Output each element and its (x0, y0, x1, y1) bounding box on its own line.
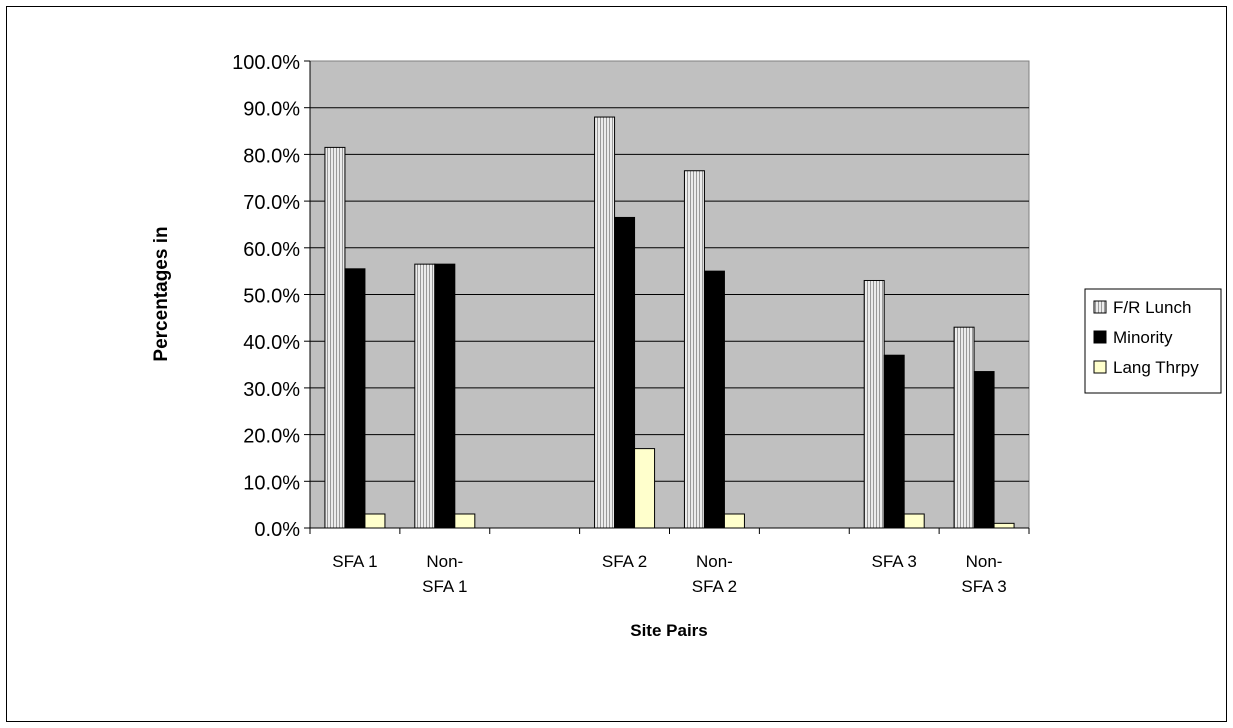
bar-minority (435, 264, 455, 528)
bar-f-r-lunch (954, 327, 974, 528)
x-tick-label: SFA 1 (422, 577, 467, 596)
x-axis-title: Site Pairs (630, 621, 708, 640)
bar-f-r-lunch (684, 171, 704, 528)
x-tick-label: SFA 3 (961, 577, 1006, 596)
y-tick-label: 10.0% (243, 472, 300, 494)
bar-f-r-lunch (864, 280, 884, 528)
bar-lang-thrpy (455, 514, 475, 528)
y-tick-label: 60.0% (243, 239, 300, 261)
legend-label: Minority (1113, 328, 1173, 347)
x-tick-label: SFA 1 (332, 552, 377, 571)
bar-lang-thrpy (365, 514, 385, 528)
x-tick-label: Non- (426, 552, 463, 571)
bar-f-r-lunch (325, 147, 345, 528)
legend-swatch (1094, 331, 1106, 343)
bar-minority (704, 271, 724, 528)
x-tick-label: SFA 2 (692, 577, 737, 596)
y-tick-label: 80.0% (243, 145, 300, 167)
x-tick-label: Non- (966, 552, 1003, 571)
bar-lang-thrpy (994, 523, 1014, 528)
y-tick-labels: 0.0% 10.0% 20.0% 30.0% 40.0% 50.0% 60.0% 70.0% 8… (232, 52, 300, 541)
y-tick-label: 40.0% (243, 332, 300, 354)
y-tick-label: 0.0% (254, 519, 300, 541)
x-tick-label: SFA 2 (602, 552, 647, 571)
x-tick-label: Non- (696, 552, 733, 571)
x-tick-labels: SFA 1 Non- SFA 1 SFA 2 Non- SFA 2 SFA 3 Non- SFA… (332, 552, 1007, 596)
legend: F/R Lunch Minority Lang Thrpy (1085, 289, 1221, 393)
y-tick-label: 50.0% (243, 286, 300, 308)
legend-swatch (1094, 361, 1106, 373)
x-tick-label: SFA 3 (872, 552, 917, 571)
bar-minority (884, 355, 904, 528)
y-tick-label: 70.0% (243, 192, 300, 214)
y-tick-label: 30.0% (243, 379, 300, 401)
y-tick-label: 100.0% (232, 52, 300, 74)
legend-label: F/R Lunch (1113, 298, 1191, 317)
bar-f-r-lunch (415, 264, 435, 528)
bar-minority (345, 269, 365, 528)
bar-lang-thrpy (724, 514, 744, 528)
bar-minority (615, 217, 635, 528)
bar-minority (974, 372, 994, 528)
y-tick-label: 90.0% (243, 99, 300, 121)
bar-lang-thrpy (635, 449, 655, 528)
legend-label: Lang Thrpy (1113, 358, 1199, 377)
y-axis-title: Percentages in (151, 226, 172, 361)
legend-swatch (1094, 301, 1106, 313)
bar-f-r-lunch (595, 117, 615, 528)
bar-lang-thrpy (904, 514, 924, 528)
y-tick-label: 20.0% (243, 426, 300, 448)
